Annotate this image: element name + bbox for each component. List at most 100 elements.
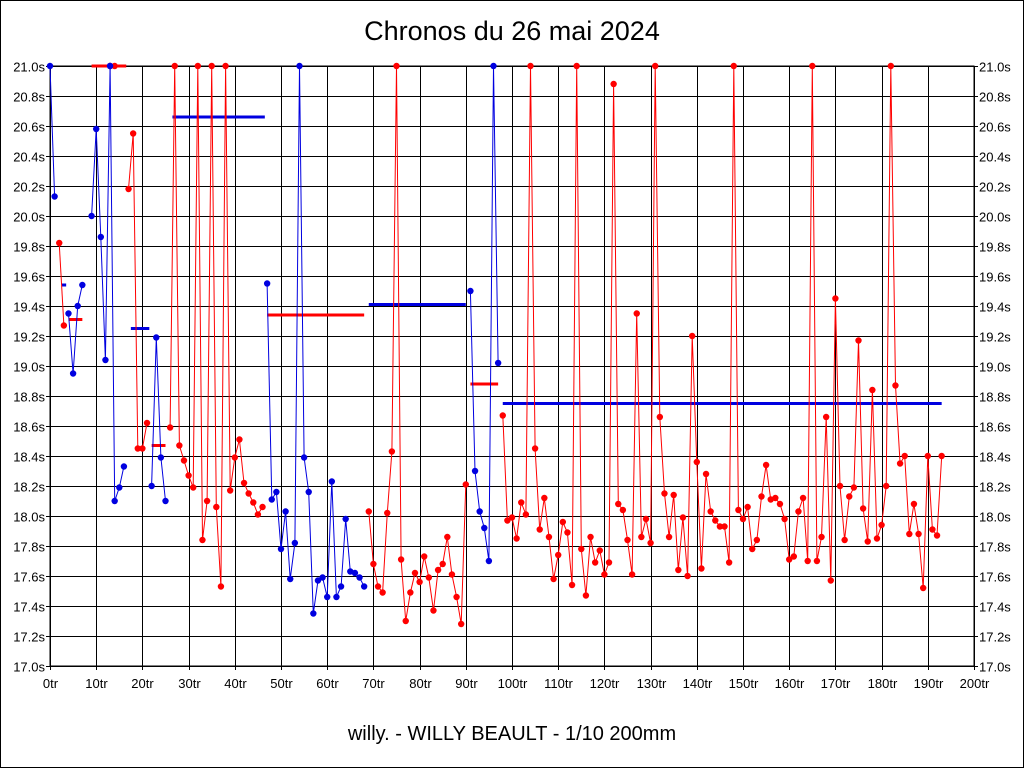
- x-tick-label: 80tr: [409, 676, 432, 691]
- data-point: [564, 529, 571, 536]
- y-tick-label: 19.4s: [13, 300, 45, 315]
- data-point: [883, 482, 890, 490]
- data-point: [753, 536, 761, 544]
- data-point: [504, 517, 511, 524]
- data-point: [176, 442, 183, 449]
- data-point: [619, 506, 627, 514]
- data-point: [430, 607, 437, 614]
- chart-title: Chronos du 26 mai 2024: [364, 16, 660, 46]
- y-tick-label-right: 20.4s: [979, 150, 1011, 165]
- data-point: [457, 620, 465, 628]
- data-point: [153, 334, 160, 341]
- data-point: [226, 487, 234, 494]
- data-point: [869, 386, 876, 394]
- data-point: [199, 536, 206, 544]
- data-point: [822, 413, 830, 421]
- x-tick-label: 90tr: [455, 676, 478, 691]
- data-point: [444, 533, 451, 541]
- data-point: [268, 496, 275, 503]
- data-point: [65, 310, 72, 317]
- data-point: [624, 536, 631, 544]
- data-point: [106, 62, 114, 70]
- data-point: [259, 503, 266, 511]
- data-point: [425, 574, 433, 581]
- y-tick-label: 21.0s: [13, 60, 45, 75]
- data-point: [818, 533, 825, 541]
- series-line: [68, 284, 83, 374]
- y-tick-label-right: 18.8s: [979, 390, 1011, 405]
- data-point: [93, 125, 100, 133]
- data-point: [873, 535, 881, 542]
- data-point: [578, 545, 585, 553]
- data-point: [841, 536, 848, 544]
- data-point: [324, 593, 331, 601]
- data-point: [573, 62, 580, 70]
- data-point: [827, 577, 834, 584]
- series-line: [368, 65, 467, 625]
- data-point: [749, 545, 756, 553]
- x-tick-label: 120tr: [590, 676, 620, 691]
- series-line: [151, 337, 166, 502]
- data-point: [744, 503, 751, 511]
- y-tick-label-right: 18.4s: [979, 450, 1011, 465]
- y-tick-label-right: 20.6s: [979, 120, 1011, 135]
- series-line: [58, 242, 65, 326]
- y-tick-label: 19.8s: [13, 240, 45, 255]
- data-point: [836, 482, 844, 490]
- data-point: [859, 505, 867, 512]
- y-tick-label: 20.0s: [13, 210, 45, 225]
- y-tick-label: 18.6s: [13, 420, 45, 435]
- data-point: [143, 419, 151, 427]
- x-tick-label: 70tr: [362, 676, 385, 691]
- data-point: [291, 539, 299, 547]
- data-point: [809, 62, 816, 70]
- y-tick-label-right: 18.0s: [979, 510, 1011, 525]
- data-point: [901, 452, 908, 460]
- data-point: [642, 515, 650, 523]
- data-point: [356, 574, 363, 581]
- data-point: [615, 500, 622, 508]
- data-point: [799, 494, 807, 502]
- data-point: [222, 62, 229, 70]
- data-point: [665, 533, 673, 541]
- data-point: [217, 583, 225, 590]
- data-point: [240, 479, 248, 487]
- data-point: [721, 523, 728, 530]
- data-point: [129, 130, 137, 137]
- series-line: [49, 65, 56, 197]
- data-point: [374, 583, 382, 590]
- data-point: [633, 310, 640, 317]
- data-point: [185, 472, 192, 479]
- y-tick-label: 19.2s: [13, 330, 45, 345]
- y-tick-label-right: 17.0s: [979, 660, 1011, 675]
- y-tick-label-right: 18.6s: [979, 420, 1011, 435]
- x-tick-label: 110tr: [544, 676, 573, 691]
- data-point: [231, 454, 238, 461]
- y-tick-label-right: 20.8s: [979, 90, 1011, 105]
- data-point: [545, 533, 553, 541]
- y-tick-label: 17.6s: [13, 570, 45, 585]
- data-point: [804, 557, 811, 565]
- data-point: [850, 484, 858, 491]
- data-point: [310, 610, 317, 617]
- x-tick-label: 130tr: [637, 676, 667, 691]
- data-point: [656, 413, 664, 421]
- data-point: [938, 452, 945, 460]
- data-point: [555, 551, 562, 559]
- data-point: [120, 463, 128, 470]
- data-point: [333, 593, 340, 601]
- y-tick-label: 20.6s: [13, 120, 45, 135]
- data-point: [277, 545, 285, 553]
- data-point: [139, 445, 146, 452]
- data-point: [628, 571, 636, 578]
- x-tick-label: 0tr: [43, 676, 59, 691]
- series-line: [266, 65, 365, 614]
- data-point: [328, 478, 336, 485]
- data-point: [518, 499, 525, 506]
- data-point: [411, 569, 419, 577]
- data-point: [781, 515, 788, 523]
- data-point: [208, 62, 215, 70]
- chart-subtitle: willy. - WILLY BEAULT - 1/10 200mm: [347, 723, 677, 745]
- data-point: [194, 62, 202, 70]
